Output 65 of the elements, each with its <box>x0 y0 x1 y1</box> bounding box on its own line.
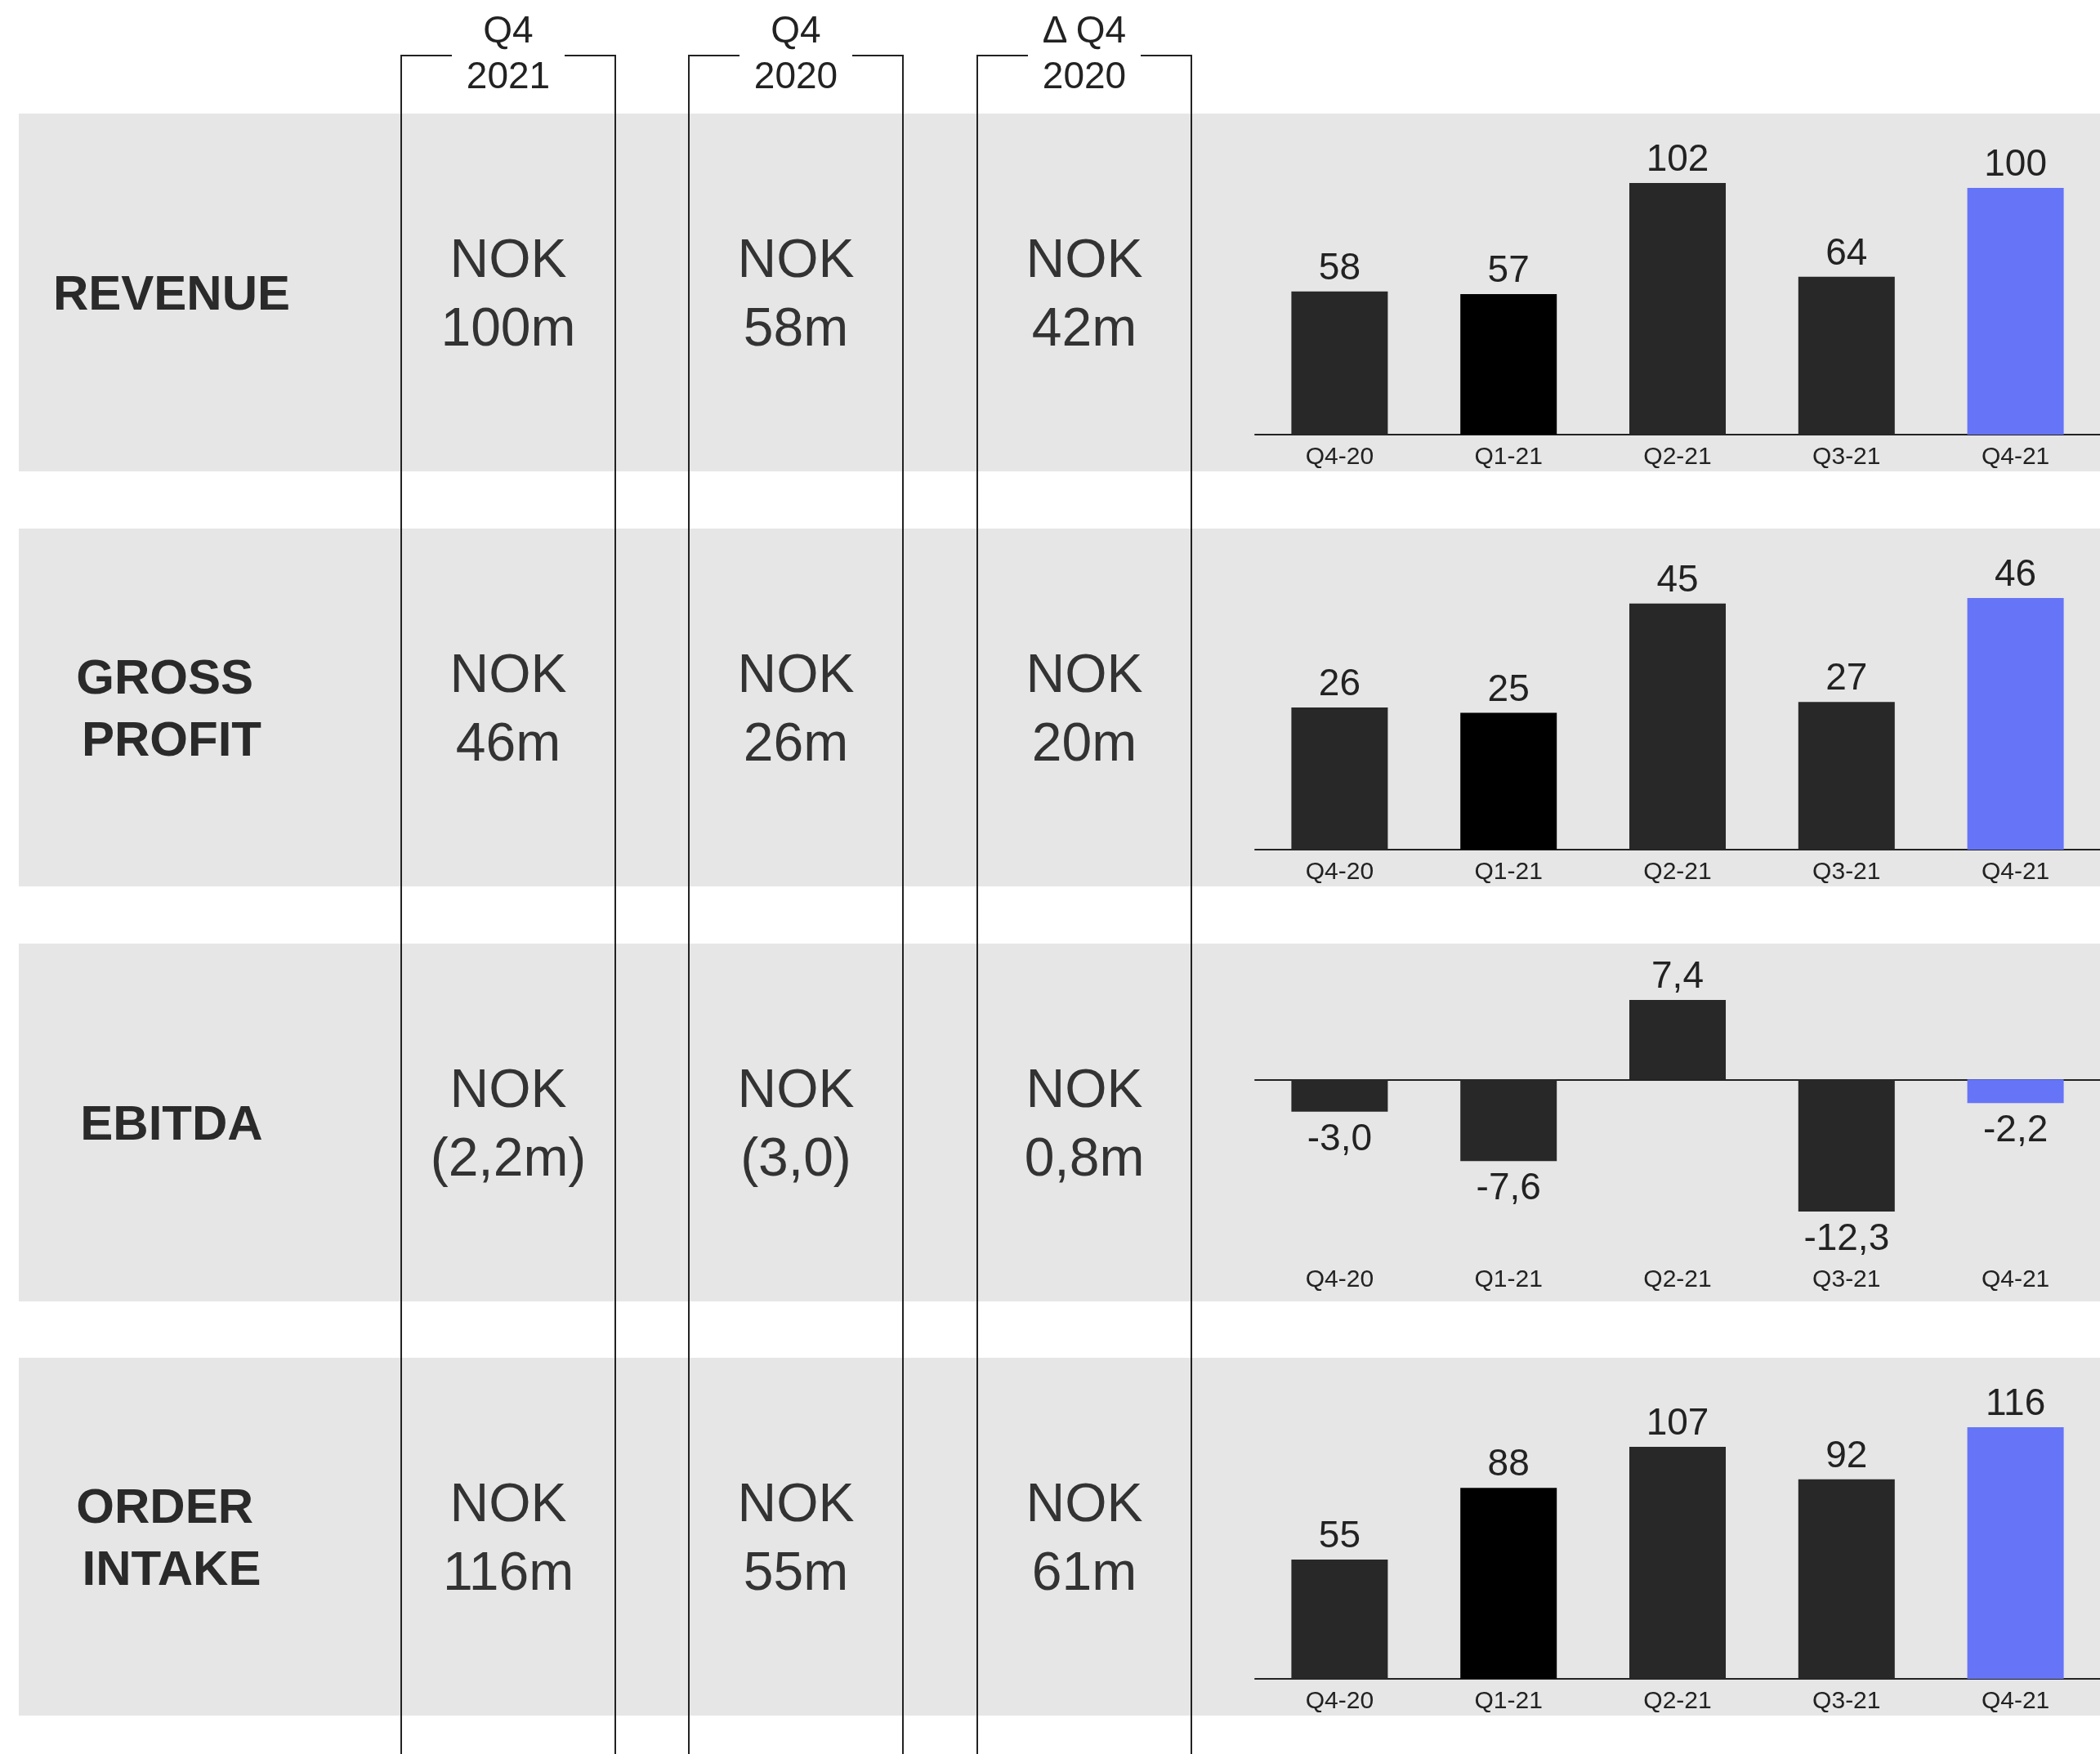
x-tick-label: Q4-20 <box>1305 856 1374 884</box>
x-tick-label: Q4-21 <box>1981 856 2050 884</box>
x-tick-label: Q1-21 <box>1474 1685 1543 1713</box>
data-label: 88 <box>1487 1441 1530 1484</box>
bar <box>1460 293 1557 435</box>
text: NOK 20m <box>1025 643 1143 772</box>
x-tick-label: Q2-21 <box>1643 856 1712 884</box>
x-tick-label: Q1-21 <box>1474 441 1543 469</box>
data-label: 46 <box>1995 551 2037 594</box>
data-label: -2,2 <box>1982 1107 2049 1150</box>
x-tick-label: Q2-21 <box>1643 1264 1712 1292</box>
x-tick-label: Q1-21 <box>1474 856 1543 884</box>
data-label: 100 <box>1984 141 2047 185</box>
x-tick-label: Q1-21 <box>1474 1264 1543 1292</box>
text: Δ Q4 2020 <box>1028 7 1141 98</box>
x-tick-label: Q3-21 <box>1812 441 1881 469</box>
y-axis-title: EBITDA <box>80 1095 263 1150</box>
data-label: 57 <box>1487 247 1530 290</box>
text: NOK 26m <box>737 643 855 772</box>
y-axis-title: GROSS PROFIT <box>76 649 267 766</box>
data-label: 45 <box>1656 556 1699 600</box>
text: Q4 2021 <box>452 7 565 98</box>
data-label: 64 <box>1825 230 1868 273</box>
text: NOK 46m <box>449 643 567 772</box>
x-tick-label: Q4-21 <box>1981 1685 2050 1713</box>
text: NOK (3,0) <box>737 1058 855 1187</box>
data-label: 107 <box>1646 1399 1709 1443</box>
data-label: -3,0 <box>1307 1115 1373 1158</box>
bar <box>1460 712 1557 850</box>
data-label: 26 <box>1318 660 1361 703</box>
text: NOK 100m <box>440 228 576 357</box>
y-axis-title: ORDER INTAKE <box>76 1478 267 1596</box>
data-label: 92 <box>1825 1432 1868 1475</box>
data-label: 7,4 <box>1651 953 1704 996</box>
text: NOK 61m <box>1025 1472 1143 1601</box>
x-tick-label: Q4-20 <box>1305 1264 1374 1292</box>
text: NOK (2,2m) <box>430 1058 587 1187</box>
x-tick-label: Q4-21 <box>1981 1264 2050 1292</box>
data-label: 55 <box>1318 1512 1361 1555</box>
bar <box>1967 1427 2064 1679</box>
text: NOK 58m <box>737 228 855 357</box>
x-tick-label: Q2-21 <box>1643 1685 1712 1713</box>
text: Q4 2020 <box>739 7 852 98</box>
y-axis-title: REVENUE <box>52 265 291 320</box>
data-label: 102 <box>1646 136 1709 179</box>
bar <box>1967 598 2064 850</box>
data-label: 58 <box>1318 244 1361 288</box>
text: NOK 42m <box>1025 228 1143 357</box>
text: NOK 116m <box>442 1472 574 1601</box>
x-tick-label: Q3-21 <box>1812 1264 1881 1292</box>
x-tick-label: Q2-21 <box>1643 441 1712 469</box>
data-label: 27 <box>1825 655 1868 698</box>
data-label: 116 <box>1985 1381 2046 1423</box>
data-label: -12,3 <box>1803 1216 1890 1258</box>
data-label: 25 <box>1487 666 1530 709</box>
x-tick-label: Q4-21 <box>1981 441 2050 469</box>
x-tick-label: Q4-20 <box>1305 1685 1374 1713</box>
bar <box>1967 188 2064 435</box>
bar <box>1460 1488 1557 1679</box>
text: NOK 0,8m <box>1024 1058 1145 1187</box>
x-tick-label: Q3-21 <box>1812 1685 1881 1713</box>
text: NOK 55m <box>737 1472 855 1601</box>
x-tick-label: Q3-21 <box>1812 856 1881 884</box>
x-tick-label: Q4-20 <box>1305 441 1374 469</box>
data-label: -7,6 <box>1476 1165 1541 1208</box>
